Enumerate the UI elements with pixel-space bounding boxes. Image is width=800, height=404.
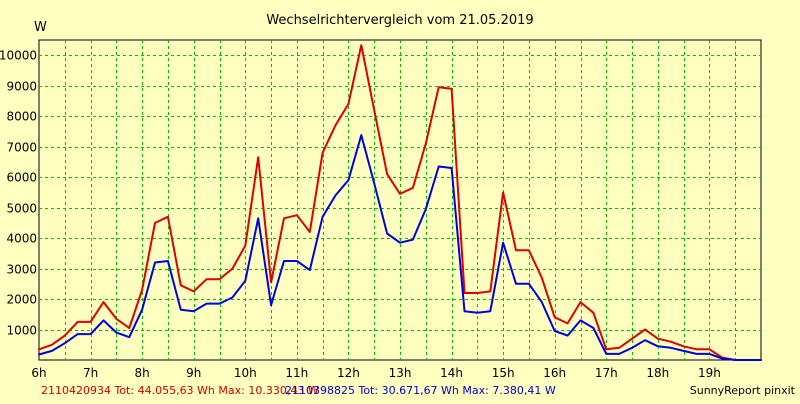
x-tick-label: 12h bbox=[337, 366, 360, 380]
x-tick-label: 8h bbox=[135, 366, 150, 380]
series-layer bbox=[38, 44, 762, 361]
y-tick-label: 10000 bbox=[0, 49, 37, 63]
x-tick-label: 9h bbox=[186, 366, 201, 380]
x-tick-label: 7h bbox=[83, 366, 98, 380]
footer-credit: SunnyReport pinxit bbox=[690, 384, 796, 397]
y-tick-label: 3000 bbox=[6, 263, 37, 277]
series-line-2110398825 bbox=[38, 134, 762, 361]
x-tick-label: 6h bbox=[31, 366, 46, 380]
y-tick-label: 1000 bbox=[6, 324, 37, 338]
x-tick-label: 19h bbox=[698, 366, 721, 380]
x-tick-label: 10h bbox=[234, 366, 257, 380]
grid bbox=[39, 40, 761, 360]
x-tick-label: 14h bbox=[440, 366, 463, 380]
footer-series-1-summary: 2110420934 Tot: 44.055,63 Wh Max: 10.330… bbox=[41, 384, 319, 397]
series-line-2110420934 bbox=[38, 44, 762, 361]
x-tick-label: 15h bbox=[492, 366, 515, 380]
x-tick-label: 18h bbox=[646, 366, 669, 380]
x-tick-label: 16h bbox=[543, 366, 566, 380]
x-tick-label: 13h bbox=[389, 366, 412, 380]
x-tick-label: 11h bbox=[285, 366, 308, 380]
y-tick-label: 4000 bbox=[6, 232, 37, 246]
chart-title: Wechselrichtervergleich vom 21.05.2019 bbox=[266, 13, 533, 28]
y-tick-label: 2000 bbox=[6, 293, 37, 307]
y-tick-label: 9000 bbox=[6, 80, 37, 94]
footer-series-2-summary: 2110398825 Tot: 30.671,67 Wh Max: 7.380,… bbox=[285, 384, 556, 397]
y-axis-unit-label: W bbox=[34, 20, 47, 35]
x-tick-label: 17h bbox=[595, 366, 618, 380]
y-axis: 1000 2000 3000 4000 5000 6000 7000 8000 9000 1000… bbox=[0, 49, 37, 338]
x-axis: 6h 7h 8h 9h 10h 11h 12h 13h 14h 15h 16h 17h 18h 19h bbox=[31, 366, 720, 380]
y-tick-label: 7000 bbox=[6, 141, 37, 155]
y-tick-label: 5000 bbox=[6, 202, 37, 216]
y-tick-label: 8000 bbox=[6, 110, 37, 124]
y-tick-label: 6000 bbox=[6, 171, 37, 185]
